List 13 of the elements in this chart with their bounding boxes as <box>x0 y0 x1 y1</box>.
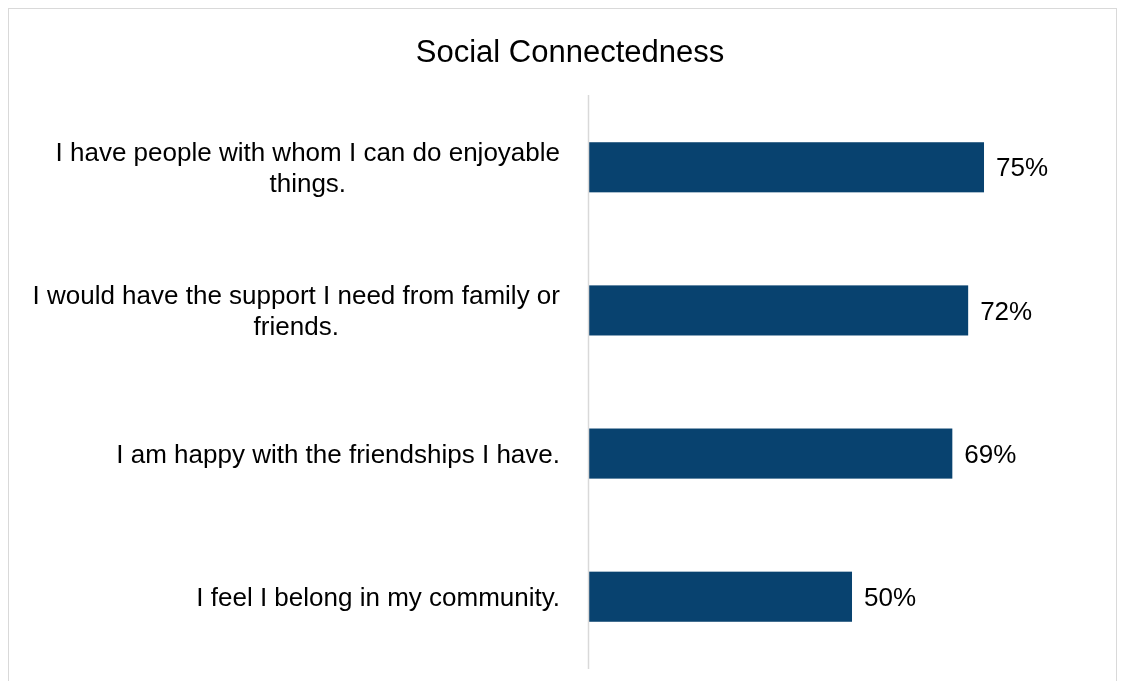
bar <box>588 285 969 336</box>
chart-title: Social Connectedness <box>415 34 725 69</box>
bar <box>588 142 985 193</box>
y-tick-label: I feel I belong in my community. <box>196 581 560 612</box>
data-label: 75% <box>996 152 1049 183</box>
data-label: 69% <box>964 438 1017 469</box>
bar <box>588 571 853 622</box>
y-tick-label: I have people with whom I can do enjoyable things. <box>55 136 560 198</box>
bar <box>588 428 953 479</box>
y-tick-label: I would have the support I need from family or friends. <box>32 280 561 342</box>
data-label: 72% <box>980 295 1033 326</box>
data-label: 50% <box>864 581 917 612</box>
y-tick-label: I am happy with the friendships I have. <box>116 438 560 469</box>
